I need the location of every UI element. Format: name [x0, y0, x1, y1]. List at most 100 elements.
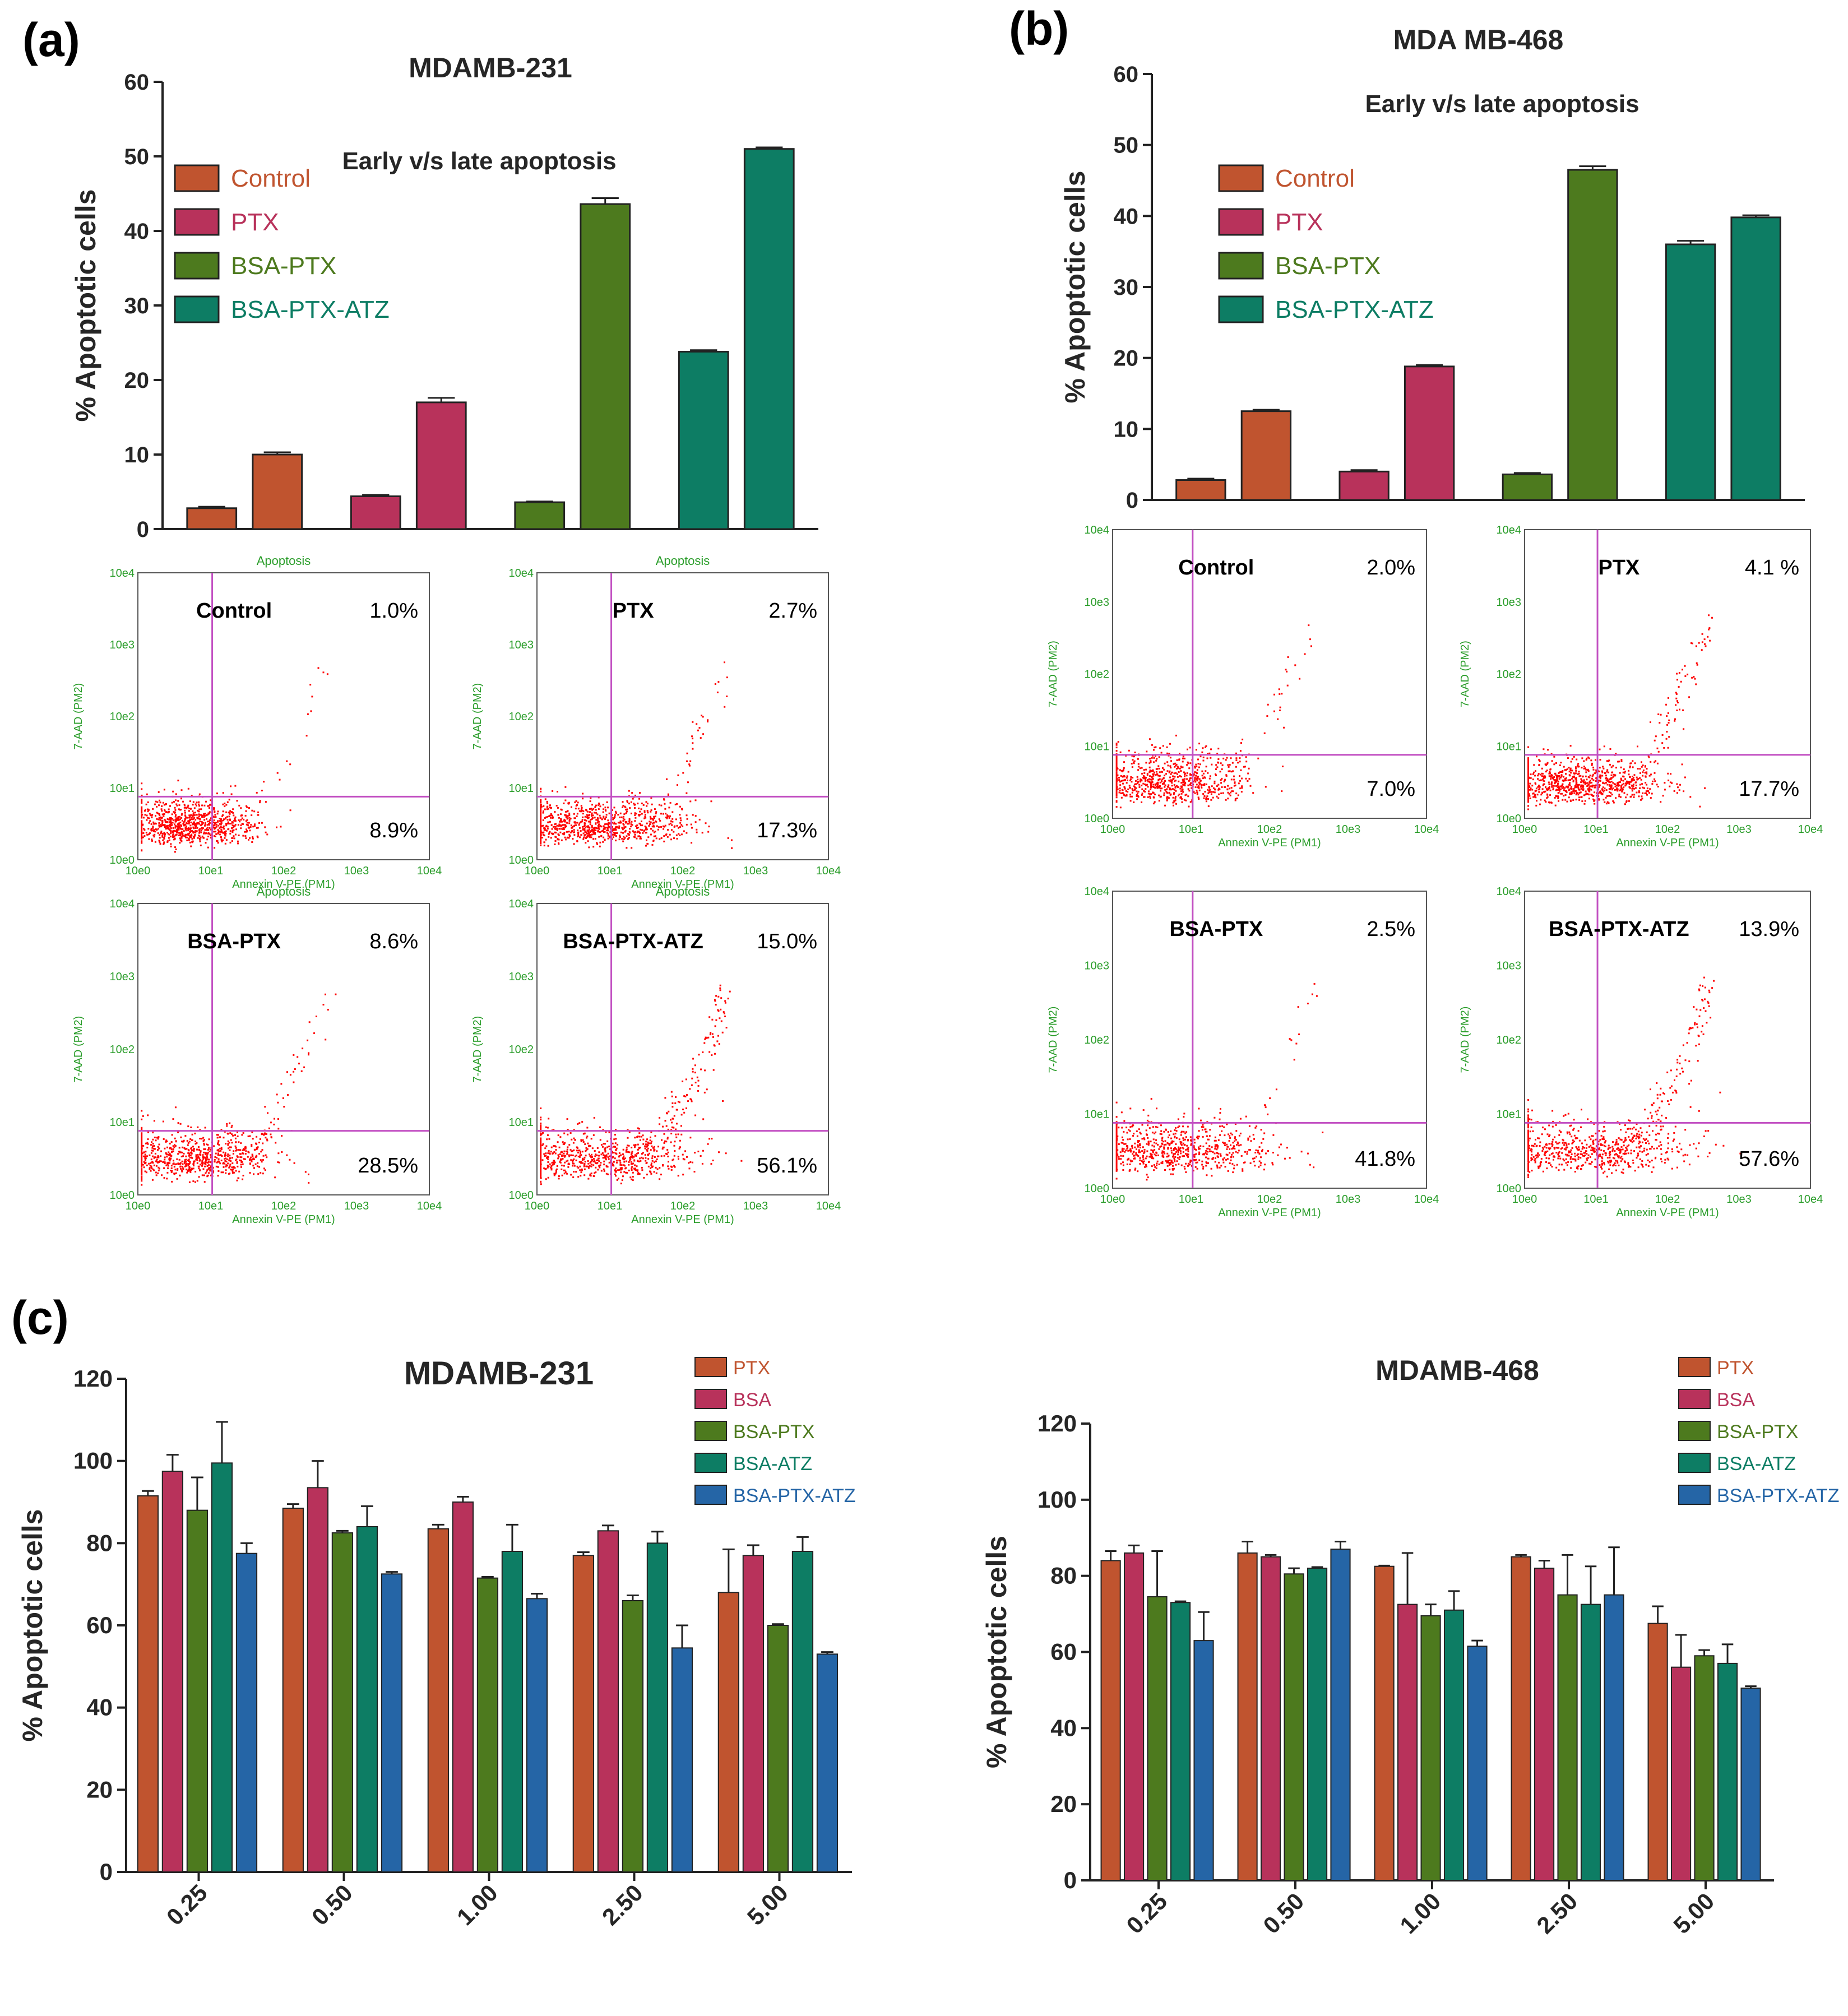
- flow-y-tick: 10e3: [509, 971, 534, 983]
- flow-x-tick: 10e2: [271, 865, 297, 877]
- upper-right-percent: 8.6%: [369, 930, 418, 953]
- y-tick-label: 0: [1126, 488, 1138, 513]
- bar-bsa-ptx-atz-0.25: [235, 1552, 258, 1873]
- legend-swatch: [694, 1421, 727, 1441]
- upper-right-percent: 2.0%: [1367, 556, 1415, 580]
- lower-right-percent: 41.8%: [1355, 1147, 1415, 1171]
- panel-label-c: (c): [11, 1291, 69, 1344]
- flow-x-tick: 10e4: [1414, 823, 1439, 836]
- flow-x-tick: 10e4: [1414, 1193, 1439, 1206]
- flow-x-tick: 10e4: [816, 865, 841, 877]
- flow-y-tick: 10e0: [509, 854, 534, 866]
- flow-y-tick: 10e3: [1497, 960, 1522, 972]
- lower-right-percent: 17.7%: [1739, 777, 1799, 801]
- bar-bsa-1.00: [452, 1501, 474, 1873]
- flow-y-tick: 10e2: [1497, 669, 1522, 681]
- bar-bsa-ptx-0.25: [186, 1509, 209, 1873]
- flow-y-tick: 10e2: [509, 1044, 534, 1056]
- flow-plot-name: Control: [1178, 556, 1254, 580]
- bar-bsa-ptx-0.50: [331, 1532, 354, 1873]
- flow-x-tick: 10e2: [1655, 823, 1680, 836]
- bar-bsa-ptx-atz-1.00: [1467, 1646, 1488, 1881]
- legend-label: Control: [231, 165, 311, 192]
- flow-x-tick: 10e1: [1583, 1193, 1609, 1206]
- flow-y-tick: 10e4: [1497, 524, 1522, 536]
- y-tick-label: 100: [73, 1448, 113, 1474]
- bar-control-early: [1175, 479, 1226, 501]
- flow-plot-title: Apoptosis: [656, 554, 710, 568]
- panel-label-b: (b): [1009, 2, 1069, 55]
- y-axis-label: % Apoptotic cells: [70, 189, 101, 422]
- flow-y-tick: 10e1: [1085, 1109, 1110, 1121]
- bar-bsa-1.00: [1397, 1603, 1418, 1881]
- flow-y-tick: 10e3: [509, 639, 534, 651]
- legend-label: BSA-PTX: [231, 252, 336, 280]
- flow-y-tick: 10e2: [1497, 1034, 1522, 1046]
- flow-x-tick: 10e0: [126, 1200, 151, 1212]
- y-tick-label: 120: [1038, 1410, 1077, 1436]
- bar-bsa-ptx-early: [514, 501, 566, 530]
- bar-ptx-0.25: [137, 1495, 159, 1873]
- flow-y-tick: 10e4: [509, 898, 534, 910]
- upper-right-percent: 13.9%: [1739, 917, 1799, 941]
- y-tick-label: 30: [1114, 275, 1139, 300]
- bar-ptx-early: [350, 495, 401, 530]
- flow-x-tick: 10e3: [344, 1200, 369, 1212]
- y-tick-label: 20: [86, 1776, 113, 1802]
- y-tick-label: 20: [124, 368, 150, 393]
- bar-control-late: [1240, 410, 1292, 501]
- lower-right-percent: 7.0%: [1367, 777, 1415, 801]
- y-tick-label: 40: [1050, 1714, 1077, 1741]
- flow-y-label: 7-AAD (PM2): [1459, 1007, 1471, 1073]
- flow-y-tick: 10e2: [1085, 1034, 1110, 1046]
- flow-y-tick: 10e0: [1085, 813, 1110, 825]
- bar-bsa-ptx-5.00: [767, 1625, 789, 1873]
- legend-swatch: [1678, 1421, 1711, 1441]
- y-tick-label: 0: [1064, 1867, 1077, 1893]
- flow-x-tick: 10e3: [1336, 1193, 1361, 1206]
- x-tick-label: 0.25: [161, 1879, 212, 1930]
- x-tick-label: 2.50: [1531, 1888, 1582, 1939]
- x-tick-label: 5.00: [742, 1879, 793, 1930]
- flow-events: [1115, 982, 1324, 1181]
- flow-y-label: 7-AAD (PM2): [471, 1016, 484, 1083]
- flow-x-label: Annexin V-PE (PM1): [1218, 837, 1321, 849]
- chart-b-early-late-apoptosis: 0 10 20 30 40 50 60 MDA MB-468 Early v/s late ap…: [1059, 24, 1805, 513]
- flow-plot-name: PTX: [613, 599, 655, 623]
- legend-label: BSA-PTX: [1275, 252, 1381, 280]
- flow-y-tick: 10e4: [110, 898, 135, 910]
- legend-swatch: [1218, 295, 1264, 323]
- bar-bsa-ptx-atz-early: [678, 350, 729, 530]
- y-tick-label: 40: [86, 1694, 113, 1721]
- flow-plot-frame: [137, 903, 430, 1195]
- y-tick-label: 60: [124, 70, 150, 95]
- bar-control-late: [252, 453, 303, 530]
- flow-y-label: 7-AAD (PM2): [72, 1016, 85, 1083]
- legend-label: BSA-PTX-ATZ: [733, 1485, 856, 1507]
- bar-bsa-0.50: [307, 1487, 329, 1873]
- y-tick-label: 60: [1114, 62, 1139, 87]
- legend-swatch: [694, 1389, 727, 1409]
- flow-x-tick: 10e3: [1336, 823, 1361, 836]
- upper-right-percent: 4.1 %: [1745, 556, 1799, 580]
- flow-y-tick: 10e1: [1497, 1109, 1522, 1121]
- bar-bsa-atz-2.50: [1580, 1603, 1601, 1881]
- lower-right-percent: 57.6%: [1739, 1147, 1799, 1171]
- flow-y-tick: 10e3: [1085, 596, 1110, 609]
- y-tick-label: 50: [1114, 133, 1139, 158]
- legend-swatch: [1678, 1453, 1711, 1473]
- flow-plot-name: BSA-PTX-ATZ: [563, 930, 703, 953]
- upper-right-percent: 15.0%: [757, 930, 817, 953]
- y-tick-label: 20: [1114, 346, 1139, 371]
- chart-a-early-late-apoptosis: 0 10 20 30 40 50 60 MDAMB-231 Early v/s late apo…: [70, 52, 818, 542]
- flow-plot-frame: [536, 903, 829, 1195]
- y-tick-label: 20: [1050, 1791, 1077, 1817]
- bar-bsa-atz-5.00: [791, 1551, 814, 1873]
- y-tick-label: 120: [73, 1365, 113, 1392]
- bar-bsa-atz-0.50: [356, 1526, 378, 1873]
- flow-x-tick: 10e1: [198, 1200, 224, 1212]
- bar-bsa-atz-1.00: [1443, 1609, 1465, 1881]
